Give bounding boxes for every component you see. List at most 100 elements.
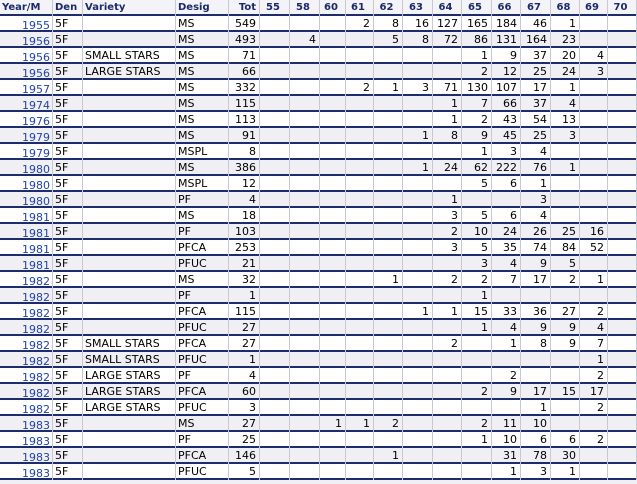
- table-cell: 18: [229, 208, 260, 224]
- table-cell: 8: [374, 16, 403, 32]
- table-cell: 9: [462, 128, 492, 144]
- table-cell: MS: [176, 48, 229, 64]
- year-cell: 1981: [0, 208, 53, 224]
- table-cell: 3: [462, 256, 492, 272]
- table-cell: 10: [492, 432, 521, 448]
- table-cell: [580, 256, 608, 272]
- table-cell: 6: [492, 176, 521, 192]
- table-row: [0, 80, 637, 96]
- year-cell: 1982: [0, 368, 53, 384]
- table-cell: [403, 448, 433, 464]
- table-cell: 54: [521, 112, 551, 128]
- table-cell: [403, 208, 433, 224]
- table-cell: 71: [433, 80, 462, 96]
- table-cell: [433, 320, 462, 336]
- table-cell: [320, 224, 346, 240]
- table-row: [0, 432, 637, 448]
- table-cell: 6: [492, 208, 521, 224]
- table-cell: [290, 464, 320, 480]
- table-cell: [260, 432, 290, 448]
- year-cell: 1982: [0, 304, 53, 320]
- table-cell: 62: [462, 160, 492, 176]
- table-cell: 23: [551, 32, 580, 48]
- table-cell: 164: [521, 32, 551, 48]
- table-cell: 2: [462, 416, 492, 432]
- column-header: 69: [580, 0, 608, 16]
- table-cell: 17: [521, 272, 551, 288]
- table-cell: [260, 64, 290, 80]
- table-cell: 1: [433, 192, 462, 208]
- table-cell: [403, 176, 433, 192]
- table-cell: 27: [551, 304, 580, 320]
- table-cell: [346, 32, 374, 48]
- table-cell: [83, 160, 176, 176]
- table-cell: [290, 352, 320, 368]
- table-cell: 71: [229, 48, 260, 64]
- table-cell: 1: [492, 336, 521, 352]
- table-cell: [320, 112, 346, 128]
- table-cell: 46: [521, 16, 551, 32]
- table-cell: 15: [462, 304, 492, 320]
- table-cell: 5F: [53, 304, 83, 320]
- table-cell: 2: [374, 416, 403, 432]
- table-cell: PF: [176, 288, 229, 304]
- table-row: [0, 224, 637, 240]
- table-cell: 60: [229, 384, 260, 400]
- table-cell: 1: [229, 288, 260, 304]
- table-cell: 5F: [53, 224, 83, 240]
- table-cell: [320, 352, 346, 368]
- table-cell: [433, 256, 462, 272]
- table-cell: [433, 416, 462, 432]
- table-cell: 4: [580, 48, 608, 64]
- table-cell: 4: [492, 256, 521, 272]
- table-cell: [83, 208, 176, 224]
- table-cell: [83, 224, 176, 240]
- table-cell: [346, 336, 374, 352]
- table-cell: 1: [403, 304, 433, 320]
- table-cell: [608, 144, 637, 160]
- table-cell: [83, 288, 176, 304]
- table-row: [0, 272, 637, 288]
- table-cell: [462, 192, 492, 208]
- table-cell: 2: [346, 80, 374, 96]
- table-cell: 11: [492, 416, 521, 432]
- table-cell: 1: [492, 464, 521, 480]
- table-cell: [433, 384, 462, 400]
- table-cell: [551, 176, 580, 192]
- table-cell: [290, 16, 320, 32]
- table-cell: [320, 432, 346, 448]
- table-cell: 9: [551, 336, 580, 352]
- table-cell: [346, 272, 374, 288]
- table-cell: 4: [229, 192, 260, 208]
- table-cell: 127: [433, 16, 462, 32]
- table-cell: 5: [374, 32, 403, 48]
- table-cell: [374, 384, 403, 400]
- table-cell: 16: [403, 16, 433, 32]
- table-cell: 3: [521, 464, 551, 480]
- table-cell: 4: [551, 96, 580, 112]
- table-cell: 2: [551, 272, 580, 288]
- table-cell: LARGE STARS: [83, 384, 176, 400]
- table-cell: 1: [462, 48, 492, 64]
- year-cell: 1980: [0, 160, 53, 176]
- table-cell: [320, 272, 346, 288]
- table-cell: [346, 384, 374, 400]
- table-cell: [83, 240, 176, 256]
- year-cell: 1982: [0, 384, 53, 400]
- table-cell: [608, 240, 637, 256]
- table-cell: [83, 464, 176, 480]
- table-cell: 21: [229, 256, 260, 272]
- table-cell: [433, 432, 462, 448]
- table-cell: 1: [551, 80, 580, 96]
- table-cell: [403, 336, 433, 352]
- year-cell: 1955: [0, 16, 53, 32]
- table-cell: 8: [433, 128, 462, 144]
- table-cell: MS: [176, 128, 229, 144]
- table-cell: 5F: [53, 32, 83, 48]
- table-cell: [374, 304, 403, 320]
- table-cell: LARGE STARS: [83, 368, 176, 384]
- table-cell: 27: [229, 336, 260, 352]
- table-cell: [608, 208, 637, 224]
- table-cell: 36: [521, 304, 551, 320]
- table-cell: [580, 128, 608, 144]
